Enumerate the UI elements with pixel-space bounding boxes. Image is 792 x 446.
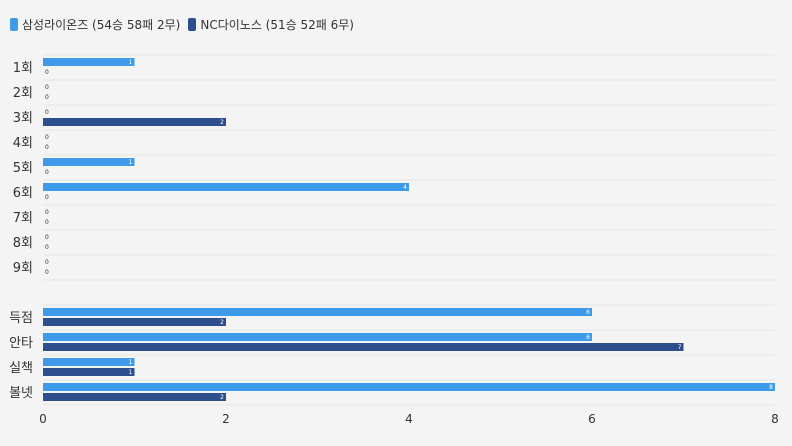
bar bbox=[43, 333, 592, 341]
x-tick-label: 6 bbox=[588, 412, 596, 426]
data-label: 0 bbox=[45, 219, 49, 226]
category-label: 2회 bbox=[13, 86, 33, 101]
category-label: 볼넷 bbox=[9, 386, 33, 401]
category-label: 실책 bbox=[9, 361, 33, 376]
bar bbox=[43, 383, 775, 391]
data-label: 0 bbox=[45, 259, 49, 266]
bar bbox=[43, 318, 226, 326]
legend-label-samsung: 삼성라이온즈 (54승 58패 2무) bbox=[22, 17, 181, 32]
bar bbox=[43, 183, 409, 191]
bar bbox=[43, 393, 226, 401]
bar bbox=[43, 343, 684, 351]
bar bbox=[43, 368, 135, 376]
bar bbox=[43, 358, 135, 366]
category-label: 9회 bbox=[13, 261, 33, 276]
category-label: 6회 bbox=[13, 186, 33, 201]
data-label: 0 bbox=[45, 109, 49, 116]
data-label: 7 bbox=[678, 344, 682, 351]
legend: 삼성라이온즈 (54승 58패 2무) NC다이노스 (51승 52패 6무) bbox=[10, 14, 354, 34]
bar bbox=[43, 308, 592, 316]
category-label: 7회 bbox=[13, 211, 33, 226]
data-label: 0 bbox=[45, 134, 49, 141]
category-label: 득점 bbox=[9, 311, 33, 326]
bar bbox=[43, 58, 135, 66]
legend-item-nc[interactable]: NC다이노스 (51승 52패 6무) bbox=[188, 16, 354, 33]
x-tick-label: 0 bbox=[39, 412, 47, 426]
data-label: 2 bbox=[220, 119, 224, 126]
category-label: 5회 bbox=[13, 161, 33, 176]
category-label: 8회 bbox=[13, 236, 33, 251]
legend-swatch-nc bbox=[188, 17, 197, 31]
category-label: 4회 bbox=[13, 136, 33, 151]
data-label: 2 bbox=[220, 319, 224, 326]
data-label: 0 bbox=[45, 194, 49, 201]
category-label: 안타 bbox=[9, 336, 33, 351]
legend-label-nc: NC다이노스 (51승 52패 6무) bbox=[200, 17, 354, 32]
data-label: 1 bbox=[129, 159, 133, 166]
x-tick-label: 2 bbox=[222, 412, 230, 426]
legend-swatch-samsung bbox=[10, 17, 18, 31]
data-label: 1 bbox=[129, 359, 133, 366]
data-label: 1 bbox=[129, 59, 133, 66]
bar bbox=[43, 158, 135, 166]
data-label: 0 bbox=[45, 269, 49, 276]
data-label: 0 bbox=[45, 94, 49, 101]
data-label: 0 bbox=[45, 84, 49, 91]
data-label: 2 bbox=[220, 394, 224, 401]
x-tick-label: 8 bbox=[771, 412, 779, 426]
x-tick-label: 4 bbox=[405, 412, 413, 426]
category-label: 3회 bbox=[13, 111, 33, 126]
data-label: 0 bbox=[45, 69, 49, 76]
data-label: 8 bbox=[769, 384, 773, 391]
data-label: 0 bbox=[45, 169, 49, 176]
data-label: 1 bbox=[129, 369, 133, 376]
data-label: 0 bbox=[45, 209, 49, 216]
legend-item-samsung[interactable]: 삼성라이온즈 (54승 58패 2무) bbox=[10, 16, 180, 33]
data-label: 6 bbox=[586, 334, 590, 341]
bar bbox=[43, 118, 226, 126]
data-label: 0 bbox=[45, 144, 49, 151]
data-label: 0 bbox=[45, 234, 49, 241]
data-label: 0 bbox=[45, 244, 49, 251]
category-label: 1회 bbox=[13, 61, 33, 76]
data-label: 6 bbox=[586, 309, 590, 316]
data-label: 4 bbox=[403, 184, 407, 191]
